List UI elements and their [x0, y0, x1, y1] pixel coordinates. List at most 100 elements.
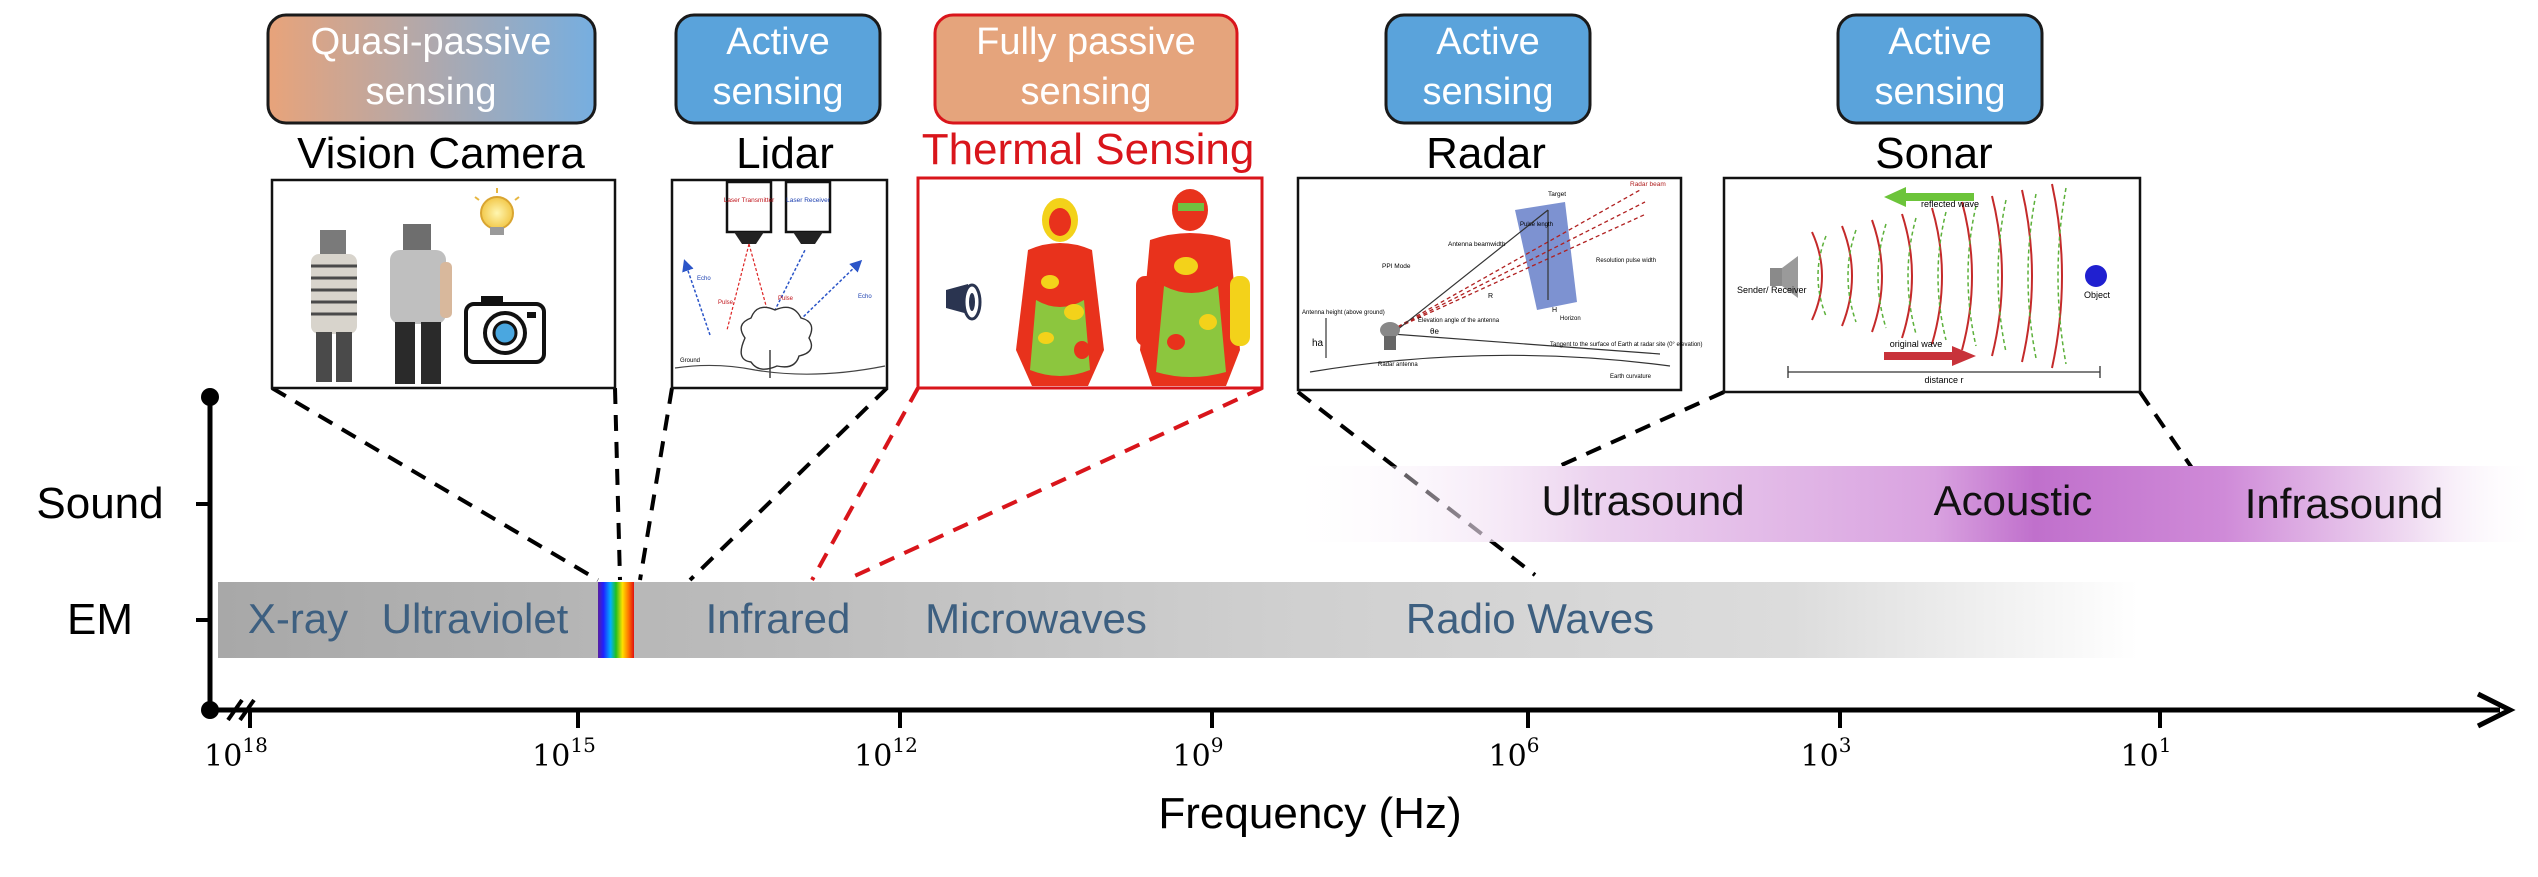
lidar-image: Laser Transmitter Laser Receiver Echo Ec…	[670, 178, 889, 390]
radar-elevation-label: Elevation angle of the antenna	[1418, 318, 1500, 324]
x-tick-label: 101	[2121, 733, 2172, 774]
sonar-wave-arc	[1931, 207, 1943, 345]
x-tick-label: 1012	[854, 733, 918, 774]
badge-line2: sensing	[713, 71, 844, 113]
sound-band-label: Infrasound	[2245, 480, 2443, 527]
reflected-wave-arrow	[1884, 187, 1974, 207]
lidar-echo-label-2: Echo	[858, 294, 872, 300]
connector-lines	[270, 386, 2194, 582]
badge-line1: Active	[1436, 21, 1539, 63]
speaker-icon	[1770, 256, 1798, 298]
radar-horizon-label: Horizon	[1560, 316, 1581, 322]
sonar-echo-arc	[2057, 187, 2067, 365]
lidar-transmitter-label: Laser Transmitter	[724, 197, 775, 204]
x-tick-label: 1018	[204, 733, 268, 774]
lidar-pulse-label-2: Pulse	[778, 296, 794, 302]
radar-r-label: R	[1488, 293, 1493, 300]
radar-theta-label: θe	[1430, 327, 1439, 336]
radar-image: Target Radar beam Antenna beamwidth Puls…	[1296, 176, 1702, 392]
radar-target-label: Target	[1548, 191, 1566, 198]
x-tick-label: 106	[1489, 733, 1540, 774]
radar-h-label: H	[1552, 307, 1557, 314]
sound-band-label: Acoustic	[1934, 477, 2093, 524]
radar-antenna-label: Radar antenna	[1378, 362, 1418, 368]
thermal-image	[916, 176, 1264, 390]
em-band-label: Microwaves	[925, 595, 1147, 642]
badge-lidar: Active sensing	[674, 13, 882, 125]
sensor-title-sonar: Sonar	[1875, 129, 1992, 178]
radar-tangent-label: Tangent to the surface of Earth at radar…	[1550, 342, 1702, 348]
badge-vision-camera: Quasi-passive sensing	[266, 13, 597, 125]
radar-pulse-length-label: Pulse length	[1520, 222, 1553, 228]
sound-band	[1280, 466, 2538, 542]
sonar-waves	[1811, 183, 2067, 369]
badge-line2: sensing	[1875, 71, 2006, 113]
sensor-title-vision-camera: Vision Camera	[297, 129, 585, 178]
original-wave-arrow	[1884, 346, 1976, 366]
lidar-echo-label: Echo	[697, 276, 711, 282]
sonar-object-dot	[2085, 265, 2107, 287]
sonar-wave-arc	[1901, 213, 1913, 339]
x-tick-label: 1015	[532, 733, 596, 774]
sonar-image: reflected wave original wave Sender/ Rec…	[1722, 176, 2142, 394]
lidar-pulse-label: Pulse	[718, 300, 734, 306]
sonar-echo-arc	[1817, 235, 1827, 317]
x-axis-label: Frequency (Hz)	[1158, 789, 1461, 838]
sonar-echo-arc	[1907, 217, 1917, 335]
badge-line2: sensing	[1021, 71, 1152, 113]
tree-icon	[740, 306, 813, 378]
lidar-ground-label: Ground	[680, 358, 700, 364]
lidar-receiver-label: Laser Receiver	[786, 197, 831, 204]
x-axis-ticks: 1018 1015 1012 109 106 103 101	[204, 710, 2171, 774]
badge-line1: Active	[726, 21, 829, 63]
sonar-wave-arc	[1811, 231, 1823, 321]
sensor-title-thermal: Thermal Sensing	[922, 125, 1255, 174]
person-icon	[311, 230, 357, 382]
em-band-label: Ultraviolet	[382, 595, 569, 642]
sonar-distance-label: distance r	[1924, 375, 1963, 385]
radar-beam-label: Radar beam	[1630, 181, 1666, 188]
sensor-title-lidar: Lidar	[736, 129, 834, 178]
camera-icon	[464, 296, 546, 364]
badge-radar: Active sensing	[1384, 13, 1592, 125]
sound-band-label: Ultrasound	[1541, 477, 1744, 524]
visible-spectrum-strip	[598, 582, 634, 658]
em-band-label: Radio Waves	[1406, 595, 1654, 642]
badge-sonar: Active sensing	[1836, 13, 2044, 125]
sonar-wave-arc	[2051, 183, 2063, 369]
row-label-sound: Sound	[36, 479, 163, 528]
x-tick-label: 109	[1173, 733, 1224, 774]
sonar-echo-arc	[1937, 211, 1947, 341]
thermal-person-icon	[1136, 189, 1250, 386]
sonar-wave-arc	[1871, 219, 1883, 333]
badge-line1: Active	[1888, 21, 1991, 63]
row-label-em: EM	[67, 595, 133, 644]
em-band	[218, 582, 2138, 658]
sonar-wave-arc	[1961, 201, 1973, 351]
radar-earth-label: Earth curvature	[1610, 374, 1652, 380]
radar-ha-label: ha	[1312, 338, 1324, 349]
light-bulb-icon	[474, 188, 520, 235]
em-band-label: X-ray	[248, 595, 348, 642]
sonar-wave-arc	[1841, 225, 1853, 327]
badge-line2: sensing	[1423, 71, 1554, 113]
sonar-sender-label: Sender/ Receiver	[1737, 285, 1807, 295]
sonar-wave-arc	[2021, 189, 2033, 363]
axes	[196, 388, 2516, 729]
radar-height-label: Antenna height (above ground)	[1302, 310, 1385, 316]
em-band-label: Infrared	[706, 595, 851, 642]
sonar-wave-arc	[1991, 195, 2003, 357]
sonar-echo-arc	[1877, 223, 1887, 329]
sonar-echo-arc	[1967, 205, 1977, 347]
radar-resolution-label: Resolution pulse width	[1596, 258, 1656, 264]
person-icon	[390, 224, 452, 384]
radar-beamwidth-label: Antenna beamwidth	[1448, 241, 1506, 248]
x-tick-label: 103	[1801, 733, 1852, 774]
sonar-echo-arc	[1997, 199, 2007, 353]
thermal-person-icon	[1016, 198, 1104, 386]
sonar-original-label: original wave	[1890, 339, 1943, 349]
vision-camera-image	[270, 178, 617, 390]
sensor-title-radar: Radar	[1426, 129, 1546, 178]
